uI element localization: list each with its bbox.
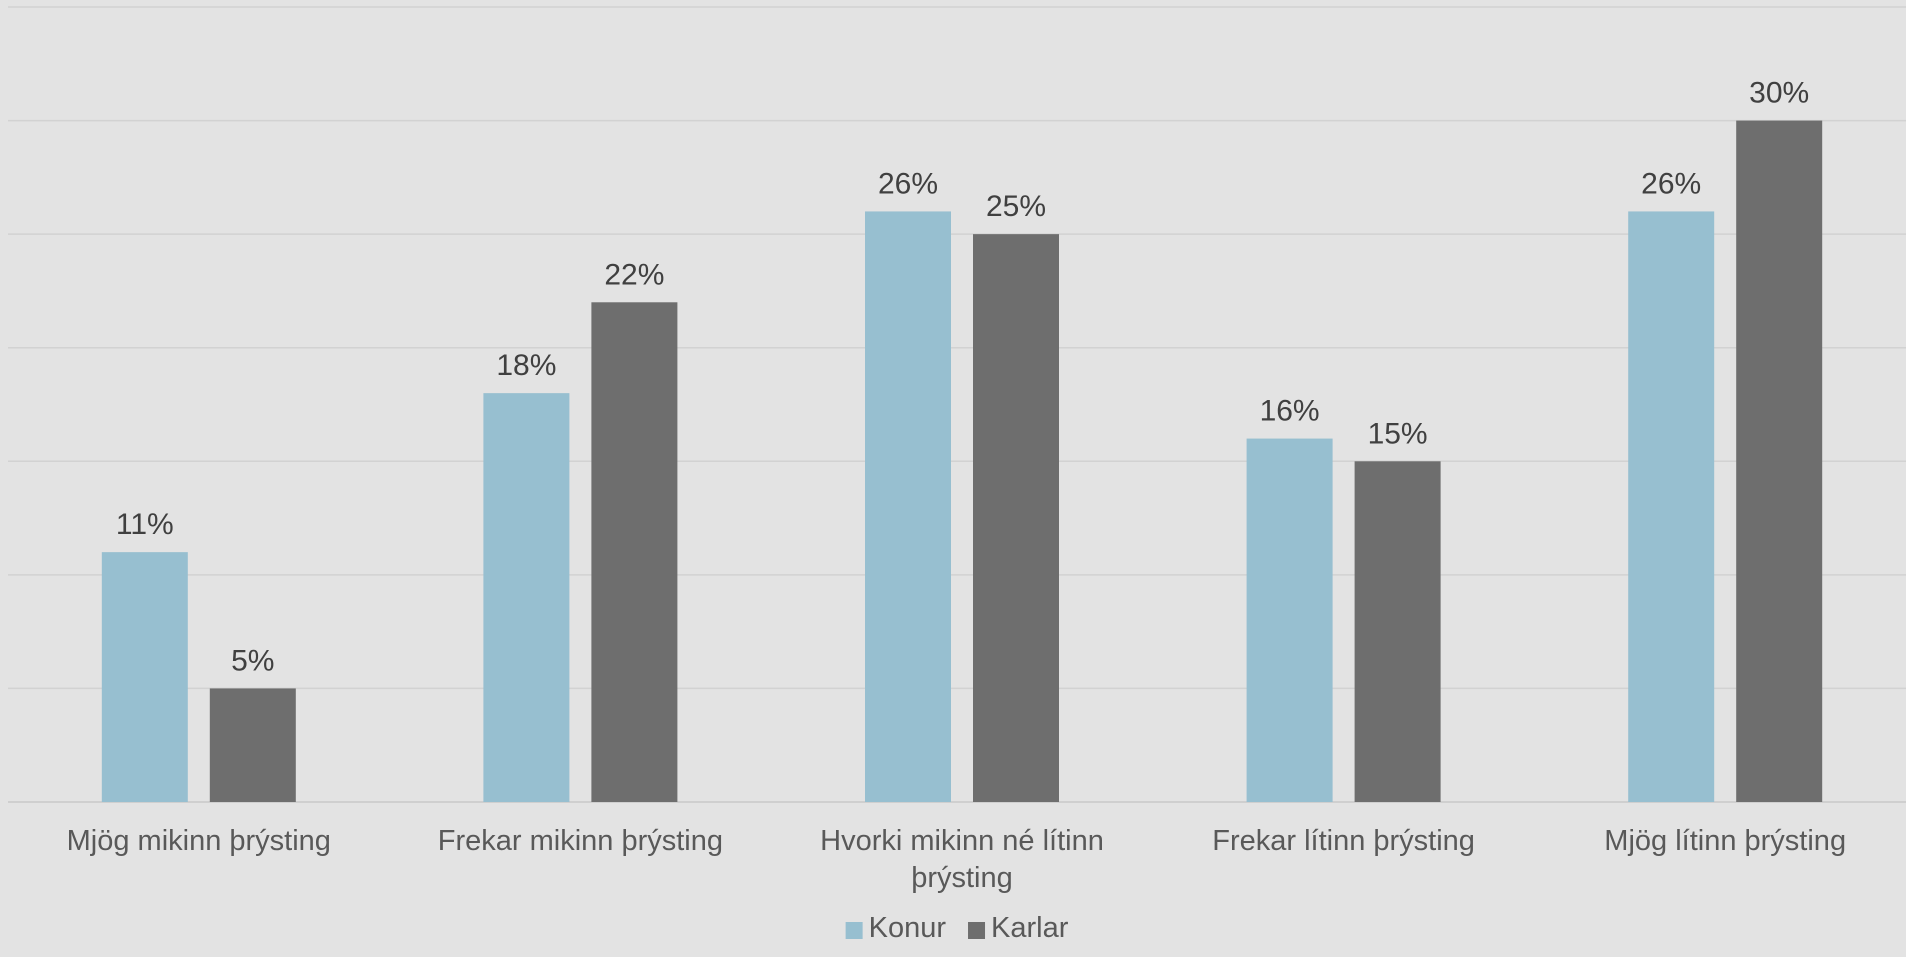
x-axis-tick-labels: Mjög mikinn þrýsting Frekar mikinn þrýsti…	[67, 825, 1846, 894]
legend: Konur Karlar	[845, 912, 1069, 944]
data-label-konur-4: 16%	[1260, 395, 1320, 428]
x-tick-label-2: Frekar mikinn þrýsting	[438, 825, 723, 857]
legend-item-karlar: Karlar	[968, 912, 1069, 944]
data-label-karlar-3: 25%	[986, 190, 1046, 223]
x-tick-label-3-line-1: Hvorki mikinn né lítinn	[820, 825, 1104, 857]
bar-karlar-5	[1736, 120, 1823, 803]
bar-konur-4	[1246, 438, 1333, 802]
data-label-konur-5: 26%	[1641, 167, 1701, 200]
bar-konur-5	[1628, 211, 1715, 802]
data-label-karlar-4: 15%	[1368, 417, 1428, 450]
bar-karlar-1	[209, 688, 296, 802]
bar-karlar-2	[591, 302, 678, 802]
legend-swatch-konur	[845, 922, 863, 939]
gridlines	[8, 6, 1906, 803]
legend-label-karlar: Karlar	[991, 912, 1069, 944]
legend-label-konur: Konur	[869, 912, 947, 944]
x-tick-label-4: Frekar lítinn þrýsting	[1212, 825, 1475, 857]
bar-konur-1	[101, 552, 188, 802]
x-tick-label-5: Mjög lítinn þrýsting	[1604, 825, 1846, 857]
bar-karlar-4	[1354, 461, 1441, 802]
data-label-karlar-2: 22%	[604, 258, 664, 291]
bar-konur-3	[865, 211, 951, 802]
x-tick-label-1: Mjög mikinn þrýsting	[67, 825, 331, 857]
data-labels: 11% 5% 18% 22% 26% 25% 16% 15% 26% 30%	[116, 77, 1809, 678]
legend-swatch-karlar	[968, 922, 986, 939]
bar-karlar-3	[973, 234, 1059, 803]
bar-konur-2	[483, 393, 570, 802]
x-tick-label-3-line-2: þrýsting	[911, 862, 1013, 894]
legend-item-konur: Konur	[845, 912, 947, 944]
data-label-konur-2: 18%	[496, 349, 556, 382]
data-label-karlar-1: 5%	[231, 644, 274, 677]
bars	[101, 120, 1823, 803]
data-label-karlar-5: 30%	[1749, 77, 1809, 110]
data-label-konur-3: 26%	[878, 167, 938, 200]
data-label-konur-1: 11%	[116, 508, 174, 541]
